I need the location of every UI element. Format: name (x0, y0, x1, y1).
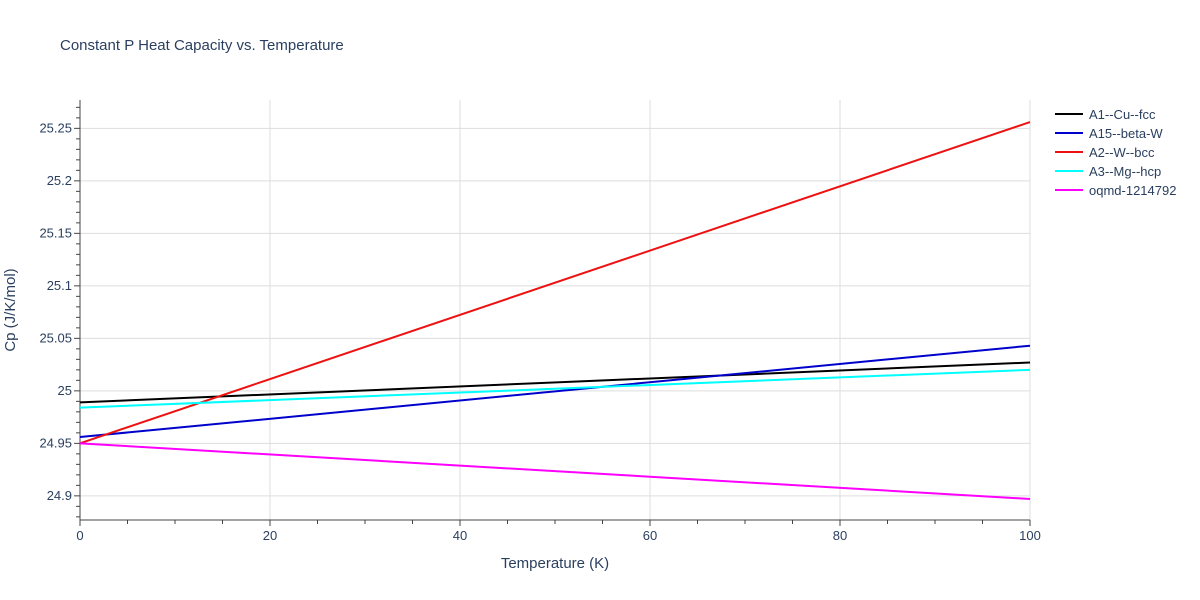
y-tick-label: 25.05 (39, 330, 72, 345)
legend-label: A2--W--bcc (1089, 145, 1155, 160)
y-tick-label: 25.1 (47, 278, 72, 293)
legend-label: A15--beta-W (1089, 126, 1163, 141)
series-line (79, 368, 1031, 409)
legend: A1--Cu--fcc A15--beta-W A2--W--bcc A3--Mg--… (1055, 107, 1176, 198)
x-tick-label: 60 (643, 528, 657, 543)
series-line (79, 121, 1031, 445)
series-line (79, 361, 1031, 404)
series-lines (79, 121, 1031, 500)
legend-item[interactable]: A3--Mg--hcp (1055, 164, 1161, 179)
chart-title: Constant P Heat Capacity vs. Temperature (60, 37, 344, 54)
y-tick-label: 25.2 (47, 173, 72, 188)
legend-item[interactable]: A15--beta-W (1055, 126, 1163, 141)
y-tick-label: 25.15 (39, 225, 72, 240)
x-tick-label: 100 (1019, 528, 1041, 543)
legend-label: oqmd-1214792 (1089, 183, 1176, 198)
legend-item[interactable]: oqmd-1214792 (1055, 183, 1176, 198)
y-axis-title: Cp (J/K/mol) (2, 268, 19, 351)
x-tick-label: 40 (453, 528, 467, 543)
x-tick-label: 0 (76, 528, 83, 543)
y-tick-label: 25 (58, 383, 72, 398)
series-line (79, 442, 1031, 500)
legend-label: A3--Mg--hcp (1089, 164, 1161, 179)
legend-label: A1--Cu--fcc (1089, 107, 1156, 122)
legend-item[interactable]: A1--Cu--fcc (1055, 107, 1156, 122)
grid (80, 100, 1031, 520)
series-line (79, 344, 1031, 439)
legend-item[interactable]: A2--W--bcc (1055, 145, 1155, 160)
y-tick-label: 24.9 (47, 488, 72, 503)
x-tick-label: 80 (833, 528, 847, 543)
x-axis-title: Temperature (K) (501, 555, 609, 572)
y-tick-label: 25.25 (39, 120, 72, 135)
axes: 0 20 40 60 80 100 24.9 24.95 25 25.05 25.1 25.15 25.… (39, 100, 1041, 543)
x-tick-label: 20 (263, 528, 277, 543)
y-tick-label: 24.95 (39, 435, 72, 450)
